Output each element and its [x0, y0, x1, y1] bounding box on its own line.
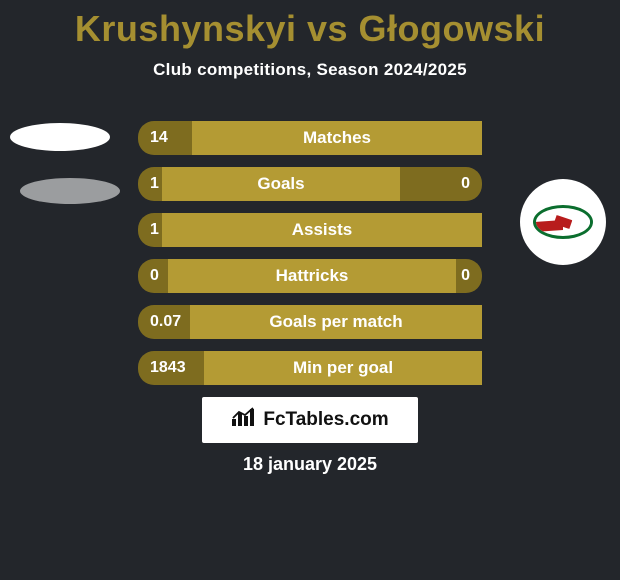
stat-label: Min per goal	[204, 351, 482, 385]
fctables-badge: FcTables.com	[202, 397, 418, 443]
stat-right-value: 0	[400, 167, 482, 201]
stat-left-value: 0	[138, 259, 168, 293]
barchart-icon	[231, 407, 257, 433]
stat-label: Goals	[162, 167, 400, 201]
stat-left-value: 0.07	[138, 305, 190, 339]
decorative-ellipse	[10, 123, 110, 151]
stat-label: Goals per match	[190, 305, 482, 339]
club-logo-glyph	[533, 205, 593, 239]
page-title: Krushynskyi vs Głogowski	[0, 0, 620, 50]
stat-left-value: 1	[138, 213, 162, 247]
stat-label: Assists	[162, 213, 482, 247]
stat-label: Matches	[192, 121, 482, 155]
club-logo	[520, 179, 606, 265]
stats-bars: 14Matches1Goals01Assists0Hattricks00.07G…	[138, 121, 482, 397]
stat-left-value: 1843	[138, 351, 204, 385]
stat-right-value: 0	[456, 259, 482, 293]
infographic-date: 18 january 2025	[0, 454, 620, 475]
stat-row: 0Hattricks0	[138, 259, 482, 293]
stat-left-value: 14	[138, 121, 192, 155]
stat-row: 1Goals0	[138, 167, 482, 201]
stat-row: 1843Min per goal	[138, 351, 482, 385]
stat-left-value: 1	[138, 167, 162, 201]
stat-row: 14Matches	[138, 121, 482, 155]
fctables-label: FcTables.com	[263, 409, 388, 431]
stat-row: 1Assists	[138, 213, 482, 247]
stat-label: Hattricks	[168, 259, 456, 293]
stat-row: 0.07Goals per match	[138, 305, 482, 339]
subtitle: Club competitions, Season 2024/2025	[0, 60, 620, 80]
decorative-ellipse	[20, 178, 120, 204]
